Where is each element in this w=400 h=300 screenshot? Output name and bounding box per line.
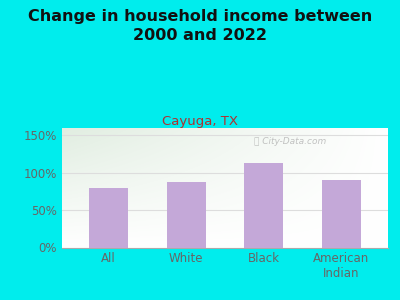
Bar bbox=[167, 182, 206, 248]
Bar bbox=[244, 163, 283, 248]
Text: Cayuga, TX: Cayuga, TX bbox=[162, 116, 238, 128]
Bar bbox=[89, 188, 128, 248]
Text: Change in household income between
2000 and 2022: Change in household income between 2000 … bbox=[28, 9, 372, 43]
Text: ⓘ City-Data.com: ⓘ City-Data.com bbox=[254, 137, 326, 146]
Bar bbox=[322, 180, 361, 248]
